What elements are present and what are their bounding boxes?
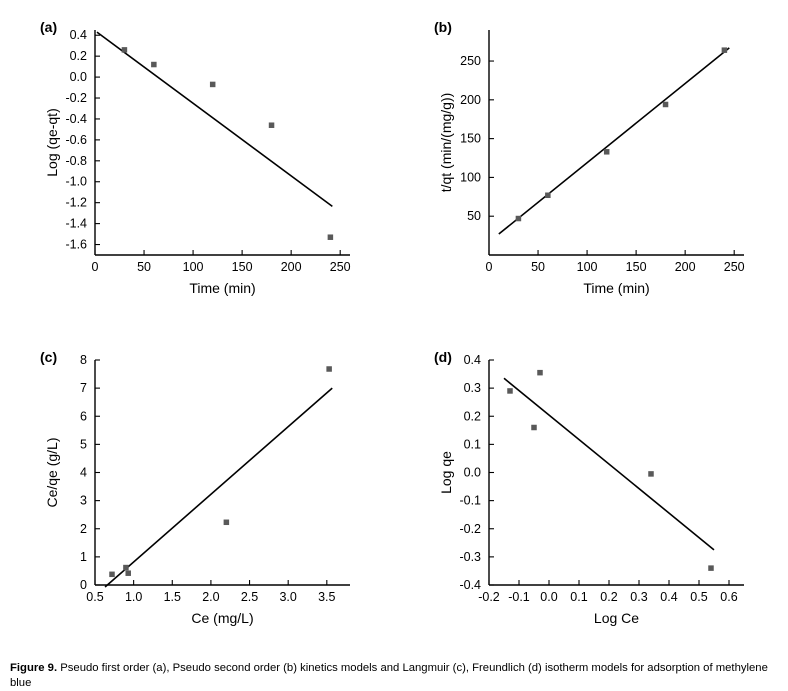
svg-text:200: 200 [281,260,302,274]
svg-text:-0.2: -0.2 [459,522,481,536]
svg-text:0.2: 0.2 [70,49,87,63]
svg-text:Time (min): Time (min) [583,280,649,296]
svg-text:Log Ce: Log Ce [594,610,639,626]
svg-text:0.2: 0.2 [464,409,481,423]
svg-text:-0.2: -0.2 [65,91,87,105]
svg-text:-0.8: -0.8 [65,154,87,168]
svg-text:t/qt (min/(mg/g)): t/qt (min/(mg/g)) [438,93,454,193]
svg-text:-0.6: -0.6 [65,133,87,147]
svg-text:1.5: 1.5 [164,590,181,604]
svg-text:0.0: 0.0 [540,590,557,604]
svg-text:0.5: 0.5 [690,590,707,604]
svg-text:50: 50 [467,209,481,223]
svg-text:3.5: 3.5 [318,590,335,604]
svg-text:Ce/qe (g/L): Ce/qe (g/L) [44,437,60,507]
svg-text:2: 2 [80,522,87,536]
svg-text:-0.3: -0.3 [459,550,481,564]
svg-text:-1.6: -1.6 [65,238,87,252]
svg-text:250: 250 [330,260,351,274]
svg-text:-1.2: -1.2 [65,196,87,210]
svg-text:1.0: 1.0 [125,590,142,604]
svg-text:(d): (d) [434,349,452,365]
svg-text:-0.1: -0.1 [459,494,481,508]
svg-text:100: 100 [577,260,598,274]
svg-text:0.0: 0.0 [70,70,87,84]
svg-text:0.6: 0.6 [720,590,737,604]
svg-text:7: 7 [80,381,87,395]
svg-text:150: 150 [460,132,481,146]
svg-text:0: 0 [92,260,99,274]
svg-text:Ce (mg/L): Ce (mg/L) [191,610,253,626]
svg-text:100: 100 [183,260,204,274]
svg-text:0.4: 0.4 [660,590,677,604]
svg-text:0.1: 0.1 [464,437,481,451]
svg-text:-0.1: -0.1 [508,590,530,604]
svg-text:0.3: 0.3 [464,381,481,395]
svg-text:-1.4: -1.4 [65,217,87,231]
svg-text:Time (min): Time (min) [189,280,255,296]
svg-text:(c): (c) [40,349,57,365]
svg-text:0.0: 0.0 [464,466,481,480]
svg-text:Log (qe-qt): Log (qe-qt) [44,108,60,176]
svg-text:200: 200 [675,260,696,274]
svg-text:250: 250 [460,54,481,68]
svg-text:2.0: 2.0 [202,590,219,604]
svg-text:2.5: 2.5 [241,590,258,604]
svg-text:100: 100 [460,170,481,184]
svg-text:0.3: 0.3 [630,590,647,604]
svg-text:0.4: 0.4 [70,28,87,42]
svg-text:8: 8 [80,353,87,367]
svg-text:1: 1 [80,550,87,564]
svg-text:150: 150 [626,260,647,274]
svg-text:3: 3 [80,494,87,508]
svg-text:50: 50 [531,260,545,274]
svg-text:0: 0 [80,578,87,592]
svg-text:50: 50 [137,260,151,274]
svg-text:-0.4: -0.4 [65,112,87,126]
svg-text:(b): (b) [434,19,452,35]
svg-text:-0.2: -0.2 [478,590,500,604]
svg-text:0.5: 0.5 [86,590,103,604]
svg-text:Log qe: Log qe [438,451,454,494]
svg-text:150: 150 [232,260,253,274]
svg-text:200: 200 [460,93,481,107]
svg-text:-0.4: -0.4 [459,578,481,592]
svg-text:0.4: 0.4 [464,353,481,367]
svg-text:250: 250 [724,260,745,274]
svg-text:-1.0: -1.0 [65,175,87,189]
svg-text:0.1: 0.1 [570,590,587,604]
svg-text:6: 6 [80,409,87,423]
svg-text:0.2: 0.2 [600,590,617,604]
svg-text:5: 5 [80,437,87,451]
svg-text:4: 4 [80,466,87,480]
svg-text:0: 0 [486,260,493,274]
svg-text:(a): (a) [40,19,57,35]
svg-text:3.0: 3.0 [279,590,296,604]
